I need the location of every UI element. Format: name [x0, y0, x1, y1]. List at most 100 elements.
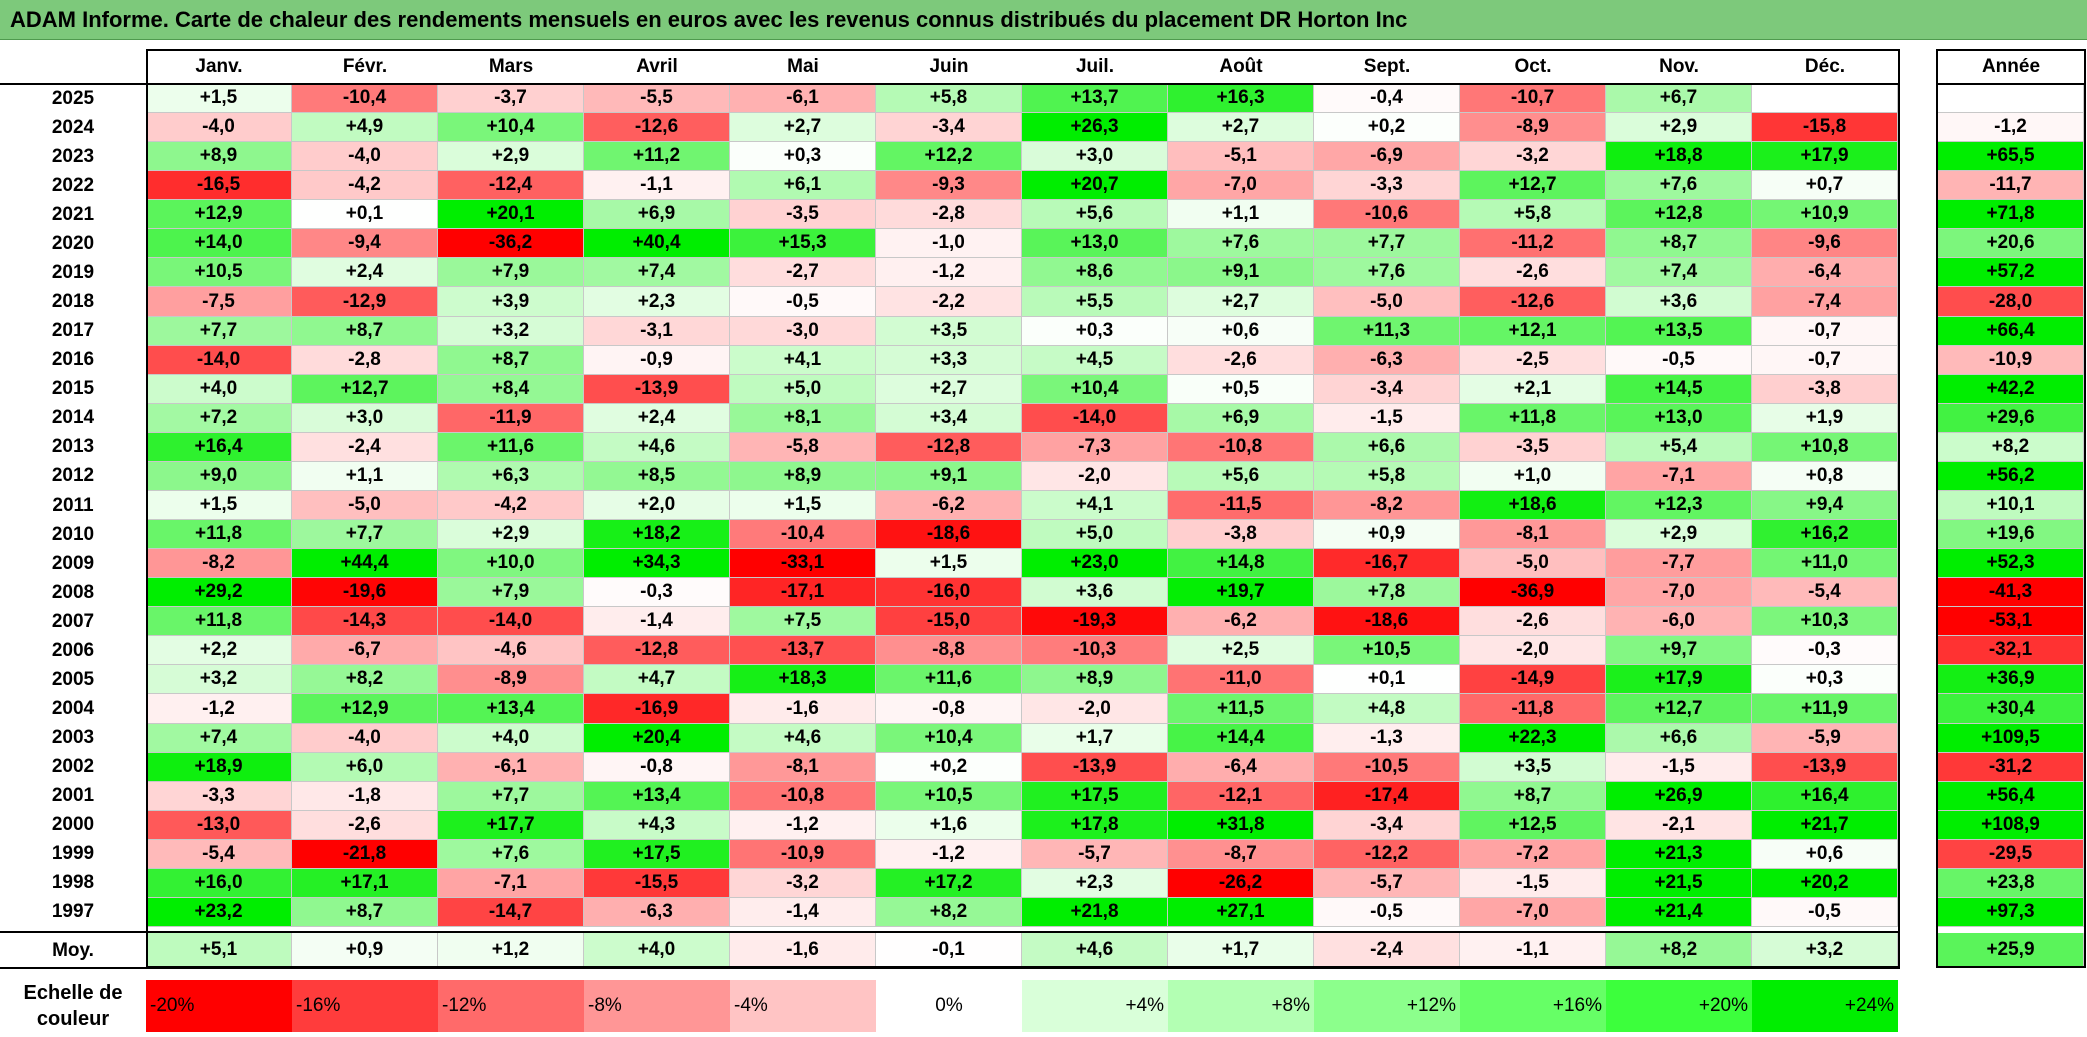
year-label: 2005 [51, 668, 95, 690]
heatmap-cell: +7,9 [438, 578, 584, 608]
heatmap-cell: -5,8 [730, 432, 876, 462]
heatmap-cell: +2,3 [584, 287, 730, 317]
annual-cell: -53,1 [1938, 607, 2084, 637]
heatmap-cell: -5,1 [1168, 142, 1314, 172]
heatmap-cell: +3,5 [1460, 752, 1606, 782]
month-header: Févr. [342, 55, 388, 77]
heatmap-cell: +7,7 [146, 316, 292, 346]
heatmap-cell: +10,5 [1314, 636, 1460, 666]
heatmap-cell: -3,4 [1314, 810, 1460, 840]
heatmap-cell: +10,3 [1752, 607, 1898, 637]
heatmap-cell: -12,2 [1314, 839, 1460, 869]
average-rule [0, 967, 1900, 969]
heatmap-cell: +34,3 [584, 549, 730, 579]
year-label: 2021 [51, 203, 95, 225]
heatmap-cell: -7,1 [438, 868, 584, 898]
heatmap-cell: -3,3 [1314, 171, 1460, 201]
heatmap-cell: +2,4 [584, 403, 730, 433]
heatmap-cell: +12,8 [1606, 200, 1752, 230]
heatmap-cell: -3,2 [730, 868, 876, 898]
heatmap-cell: -3,2 [1460, 142, 1606, 172]
color-scale-swatch: -16% [292, 980, 438, 1032]
heatmap-cell: -0,7 [1752, 345, 1898, 375]
heatmap-cell: -5,4 [1752, 578, 1898, 608]
heatmap-cell: -5,4 [146, 839, 292, 869]
average-cell: -0,1 [876, 933, 1022, 968]
heatmap-cell: +17,8 [1022, 810, 1168, 840]
heatmap-cell: -7,1 [1606, 461, 1752, 491]
heatmap-cell: -3,0 [730, 316, 876, 346]
heatmap-cell: +11,3 [1314, 316, 1460, 346]
year-label: 2006 [51, 639, 95, 661]
heatmap-cell: +0,8 [1752, 461, 1898, 491]
color-scale-swatch: +8% [1168, 980, 1314, 1032]
heatmap-cell: +11,8 [1460, 403, 1606, 433]
heatmap-cell: +7,6 [438, 839, 584, 869]
heatmap-cell: -3,5 [1460, 432, 1606, 462]
color-scale-swatch: -8% [584, 980, 730, 1032]
heatmap-cell: -2,2 [876, 287, 1022, 317]
heatmap-cell: -16,0 [876, 578, 1022, 608]
annual-cell: -29,5 [1938, 839, 2084, 869]
heatmap-cell: +6,9 [1168, 403, 1314, 433]
heatmap-cell: -2,8 [876, 200, 1022, 230]
heatmap-cell: -6,9 [1314, 142, 1460, 172]
heatmap-cell: +16,2 [1752, 520, 1898, 550]
heatmap-cell: -12,6 [1460, 287, 1606, 317]
year-label: 2024 [51, 116, 95, 138]
heatmap-cell: +4,0 [438, 723, 584, 753]
month-header: Juin [929, 55, 969, 77]
month-header: Janv. [195, 55, 243, 77]
heatmap-cell: -11,2 [1460, 229, 1606, 259]
heatmap-cell: +2,9 [1606, 113, 1752, 143]
heatmap-cell: +6,7 [1606, 84, 1752, 114]
heatmap-cell: -8,7 [1168, 839, 1314, 869]
heatmap-cell: +3,4 [876, 403, 1022, 433]
heatmap-cell: +3,6 [1606, 287, 1752, 317]
heatmap-cell: +8,9 [146, 142, 292, 172]
heatmap-cell: -13,9 [584, 374, 730, 404]
heatmap-cell: -13,9 [1752, 752, 1898, 782]
average-cell: +4,0 [584, 933, 730, 968]
year-label: 2000 [51, 814, 95, 836]
heatmap-cell: -1,4 [730, 897, 876, 928]
heatmap-cell: -6,1 [438, 752, 584, 782]
heatmap-cell: +4,6 [584, 432, 730, 462]
heatmap-cell: -10,3 [1022, 636, 1168, 666]
heatmap-cell: -16,5 [146, 171, 292, 201]
heatmap-cell: -13,7 [730, 636, 876, 666]
heatmap-cell: +11,8 [146, 520, 292, 550]
heatmap-cell: +10,4 [1022, 374, 1168, 404]
heatmap-cell: +9,1 [1168, 258, 1314, 288]
heatmap-cell: -5,9 [1752, 723, 1898, 753]
heatmap-cell: -17,1 [730, 578, 876, 608]
heatmap-cell: -12,6 [584, 113, 730, 143]
heatmap-cell: -11,9 [438, 403, 584, 433]
heatmap-cell: +13,7 [1022, 84, 1168, 114]
heatmap-cell: -10,8 [730, 781, 876, 811]
heatmap-cell: -14,0 [438, 607, 584, 637]
heatmap-cell: +4,0 [146, 374, 292, 404]
color-scale-swatch: -20% [146, 980, 292, 1032]
heatmap-cell: -10,9 [730, 839, 876, 869]
month-header: Oct. [1514, 55, 1552, 77]
month-header: Nov. [1659, 55, 1699, 77]
heatmap-cell: +21,8 [1022, 897, 1168, 928]
annual-cell: +57,2 [1938, 258, 2084, 288]
heatmap-cell: -5,7 [1022, 839, 1168, 869]
heatmap-cell: -8,9 [438, 665, 584, 695]
heatmap-cell: +18,3 [730, 665, 876, 695]
heatmap-cell: -0,4 [1314, 84, 1460, 114]
heatmap-cell: +0,1 [1314, 665, 1460, 695]
annual-cell: +71,8 [1938, 200, 2084, 230]
heatmap-cell: -7,0 [1460, 897, 1606, 928]
heatmap-cell: -10,4 [730, 520, 876, 550]
color-scale-swatch: +16% [1460, 980, 1606, 1032]
heatmap-cell: -6,3 [584, 897, 730, 928]
heatmap-cell: +40,4 [584, 229, 730, 259]
heatmap-cell: +8,2 [292, 665, 438, 695]
annual-header: Année [1981, 55, 2041, 77]
heatmap-cell: +7,4 [146, 723, 292, 753]
heatmap-cell: -2,1 [1606, 810, 1752, 840]
heatmap-cell: +5,5 [1022, 287, 1168, 317]
